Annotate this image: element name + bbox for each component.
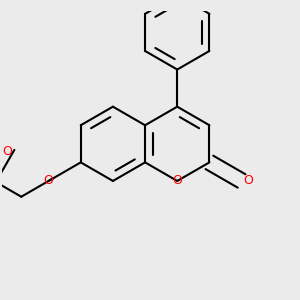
Text: O: O bbox=[3, 145, 13, 158]
Text: O: O bbox=[172, 174, 182, 188]
Text: O: O bbox=[243, 174, 253, 188]
Text: O: O bbox=[44, 174, 53, 188]
